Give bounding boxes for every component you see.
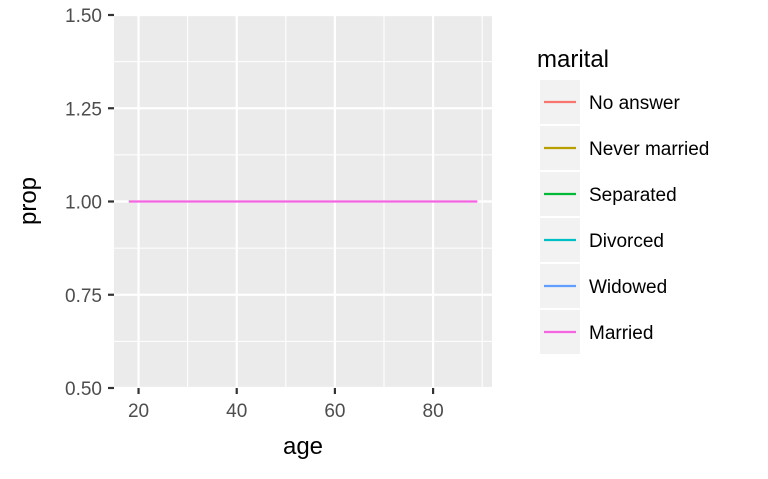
y-tick-label: 0.75: [65, 286, 102, 307]
legend-entry-label: Separated: [589, 185, 677, 206]
legend-entry-label: Divorced: [589, 231, 664, 252]
legend-entry-label: Never married: [589, 139, 709, 160]
legend-title: marital: [537, 46, 609, 73]
legend-entry-label: Married: [589, 323, 653, 344]
legend-entry-label: Widowed: [589, 277, 667, 298]
y-axis-title: prop: [15, 177, 42, 225]
legend-entry-label: No answer: [589, 93, 680, 114]
x-tick-label: 60: [324, 401, 345, 422]
y-tick-label: 1.50: [65, 6, 102, 27]
y-tick-label: 0.50: [65, 379, 102, 400]
x-axis-title: age: [283, 433, 323, 460]
y-axis: 0.50 0.75 1.00 1.25 1.50: [65, 6, 114, 400]
y-tick-label: 1.00: [65, 193, 102, 214]
x-tick-label: 20: [128, 401, 149, 422]
x-axis: 20 40 60 80: [128, 388, 444, 422]
x-tick-label: 40: [226, 401, 247, 422]
x-tick-label: 80: [423, 401, 444, 422]
y-tick-label: 1.25: [65, 99, 102, 120]
legend: marital No answer Never married Separated D…: [537, 46, 709, 354]
legend-items: No answer Never married Separated Divorced W…: [540, 80, 709, 354]
